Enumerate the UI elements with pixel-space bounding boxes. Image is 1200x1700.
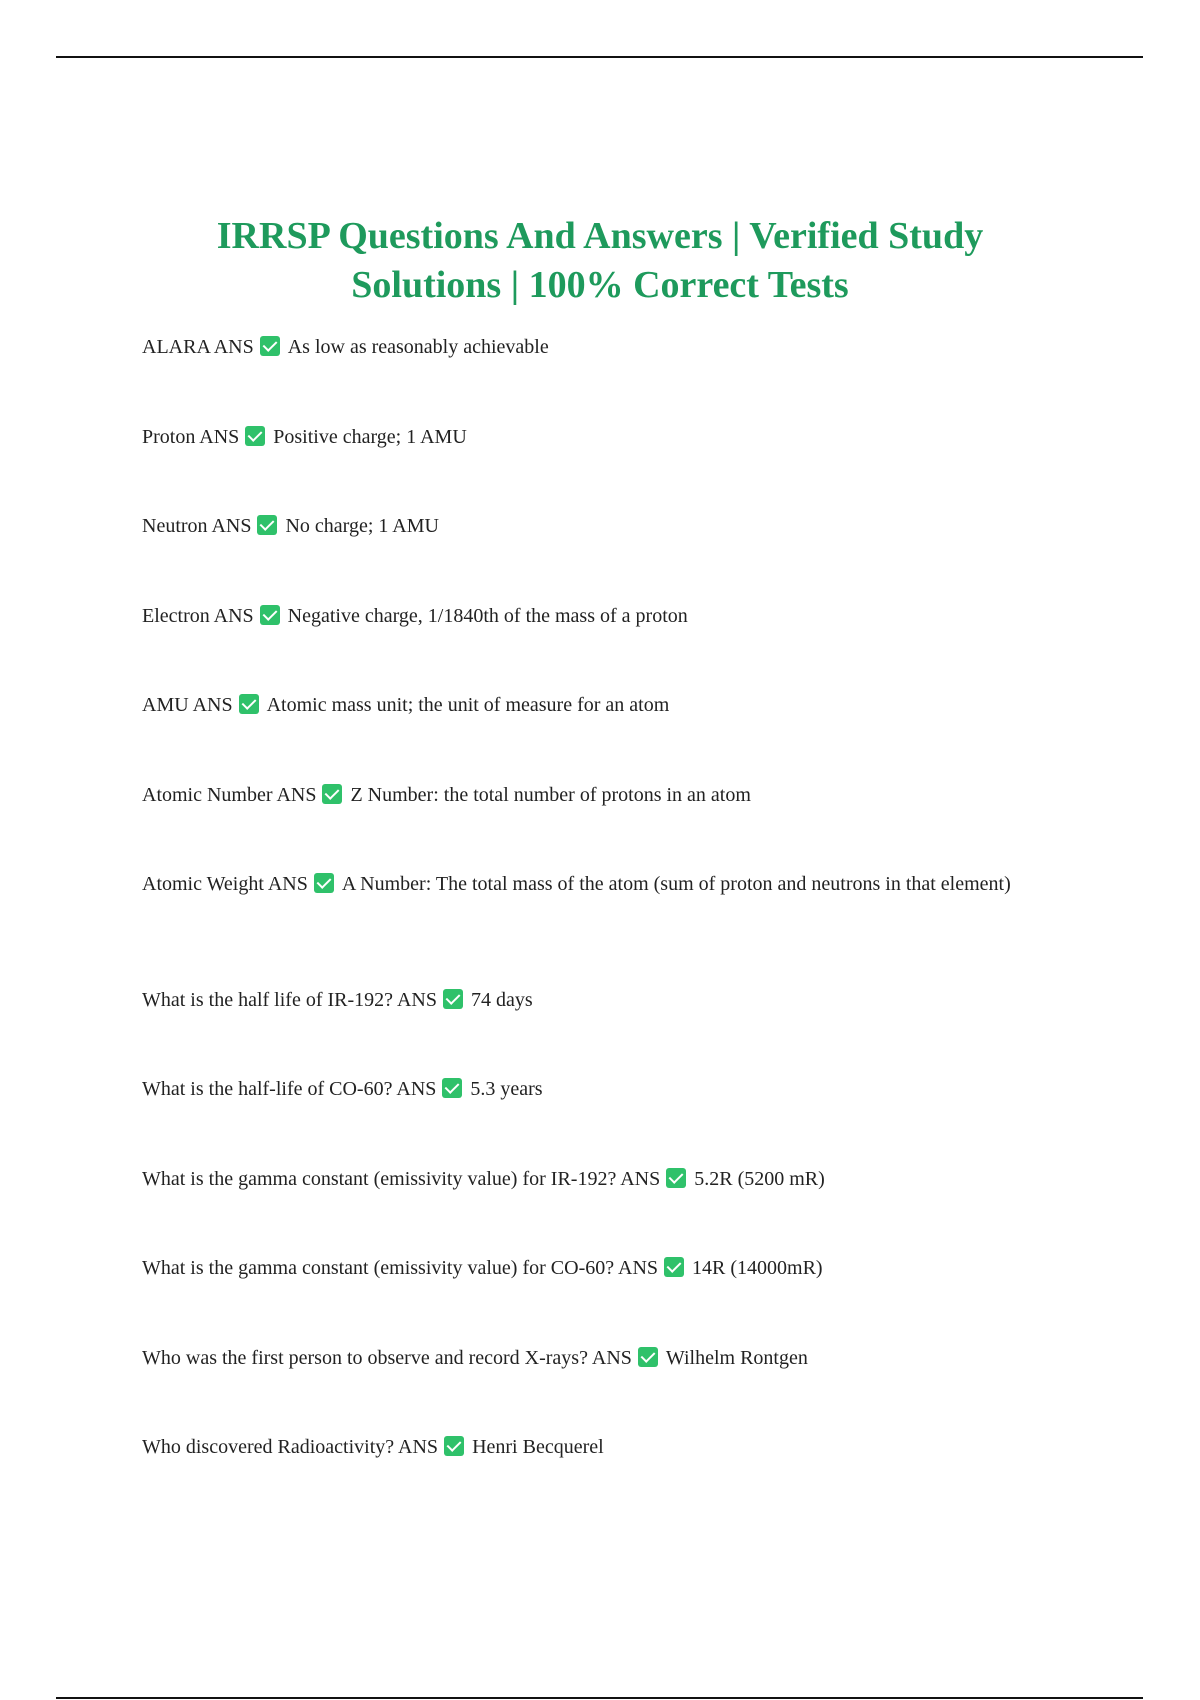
- qa-item: What is the half-life of CO-60? ANS 5.3 y…: [142, 1075, 1022, 1103]
- qa-item: What is the gamma constant (emissivity v…: [142, 1254, 1022, 1282]
- check-mark-icon: [664, 1257, 685, 1277]
- question-text: What is the gamma constant (emissivity v…: [142, 1168, 617, 1190]
- answer-text: Atomic mass unit; the unit of measure fo…: [266, 694, 670, 716]
- qa-item: Electron ANS Negative charge, 1/1840th of…: [142, 602, 1022, 630]
- check-mark-icon: [259, 336, 280, 356]
- answer-text: Positive charge; 1 AMU: [273, 426, 467, 448]
- question-text: Neutron: [142, 515, 208, 537]
- check-mark-icon: [637, 1347, 658, 1367]
- ans-label: ANS: [276, 784, 317, 806]
- header-rule: [56, 56, 1143, 58]
- answer-text: 5.2R (5200 mR): [694, 1168, 825, 1190]
- question-text: ALARA: [142, 336, 210, 358]
- ans-label: ANS: [396, 1078, 437, 1100]
- ans-label: ANS: [211, 515, 252, 537]
- answer-text: 14R (14000mR): [692, 1257, 823, 1279]
- qa-item: Atomic Number ANS Z Number: the total num…: [142, 781, 1022, 809]
- check-mark-icon: [666, 1168, 687, 1188]
- check-mark-icon: [259, 605, 280, 625]
- qa-item: Atomic Weight ANS A Number: The total mas…: [142, 870, 1022, 898]
- ans-label: ANS: [591, 1347, 632, 1369]
- ans-label: ANS: [199, 426, 240, 448]
- qa-item: What is the half life of IR-192? ANS 74 d…: [142, 986, 1022, 1014]
- qa-item: AMU ANS Atomic mass unit; the unit of mea…: [142, 691, 1022, 719]
- question-text: What is the half life of IR-192?: [142, 989, 394, 1011]
- qa-item: Who discovered Radioactivity? ANS Henri B…: [142, 1433, 1022, 1461]
- check-mark-icon: [245, 426, 266, 446]
- qa-item: Who was the first person to observe and …: [142, 1344, 1022, 1372]
- answer-text: Negative charge, 1/1840th of the mass of…: [287, 605, 688, 627]
- answer-text: As low as reasonably achievable: [287, 336, 549, 358]
- question-text: Proton: [142, 426, 196, 448]
- ans-label: ANS: [396, 989, 437, 1011]
- check-mark-icon: [442, 989, 463, 1009]
- ans-label: ANS: [213, 605, 254, 627]
- answer-text: 74 days: [470, 989, 533, 1011]
- question-text: AMU: [142, 694, 189, 716]
- check-mark-icon: [444, 1436, 465, 1456]
- check-mark-icon: [257, 515, 278, 535]
- qa-item: What is the gamma constant (emissivity v…: [142, 1165, 1022, 1193]
- check-mark-icon: [313, 873, 334, 893]
- question-text: Electron: [142, 605, 210, 627]
- answer-text: Z Number: the total number of protons in…: [350, 784, 751, 806]
- question-text: Atomic Weight: [142, 873, 264, 895]
- answer-text: A Number: The total mass of the atom (su…: [341, 873, 1011, 895]
- question-text: Atomic Number: [142, 784, 273, 806]
- ans-label: ANS: [213, 336, 254, 358]
- check-mark-icon: [322, 784, 343, 804]
- answer-text: Wilhelm Rontgen: [665, 1347, 808, 1369]
- answer-text: 5.3 years: [470, 1078, 543, 1100]
- ans-label: ANS: [618, 1257, 659, 1279]
- qa-item: Neutron ANS No charge; 1 AMU: [142, 512, 1022, 540]
- answer-text: Henri Becquerel: [472, 1436, 604, 1458]
- ans-label: ANS: [267, 873, 308, 895]
- question-text: What is the half-life of CO-60?: [142, 1078, 393, 1100]
- check-mark-icon: [238, 694, 259, 714]
- question-text: What is the gamma constant (emissivity v…: [142, 1257, 615, 1279]
- ans-label: ANS: [620, 1168, 661, 1190]
- qa-item: ALARA ANS As low as reasonably achievable: [142, 333, 1022, 361]
- qa-item: Proton ANS Positive charge; 1 AMU: [142, 423, 1022, 451]
- check-mark-icon: [442, 1078, 463, 1098]
- ans-label: ANS: [398, 1436, 439, 1458]
- ans-label: ANS: [192, 694, 233, 716]
- footer-rule: [56, 1697, 1143, 1699]
- question-text: Who discovered Radioactivity?: [142, 1436, 395, 1458]
- question-text: Who was the first person to observe and …: [142, 1347, 588, 1369]
- answer-text: No charge; 1 AMU: [285, 515, 439, 537]
- page-title: IRRSP Questions And Answers | Verified S…: [216, 215, 984, 306]
